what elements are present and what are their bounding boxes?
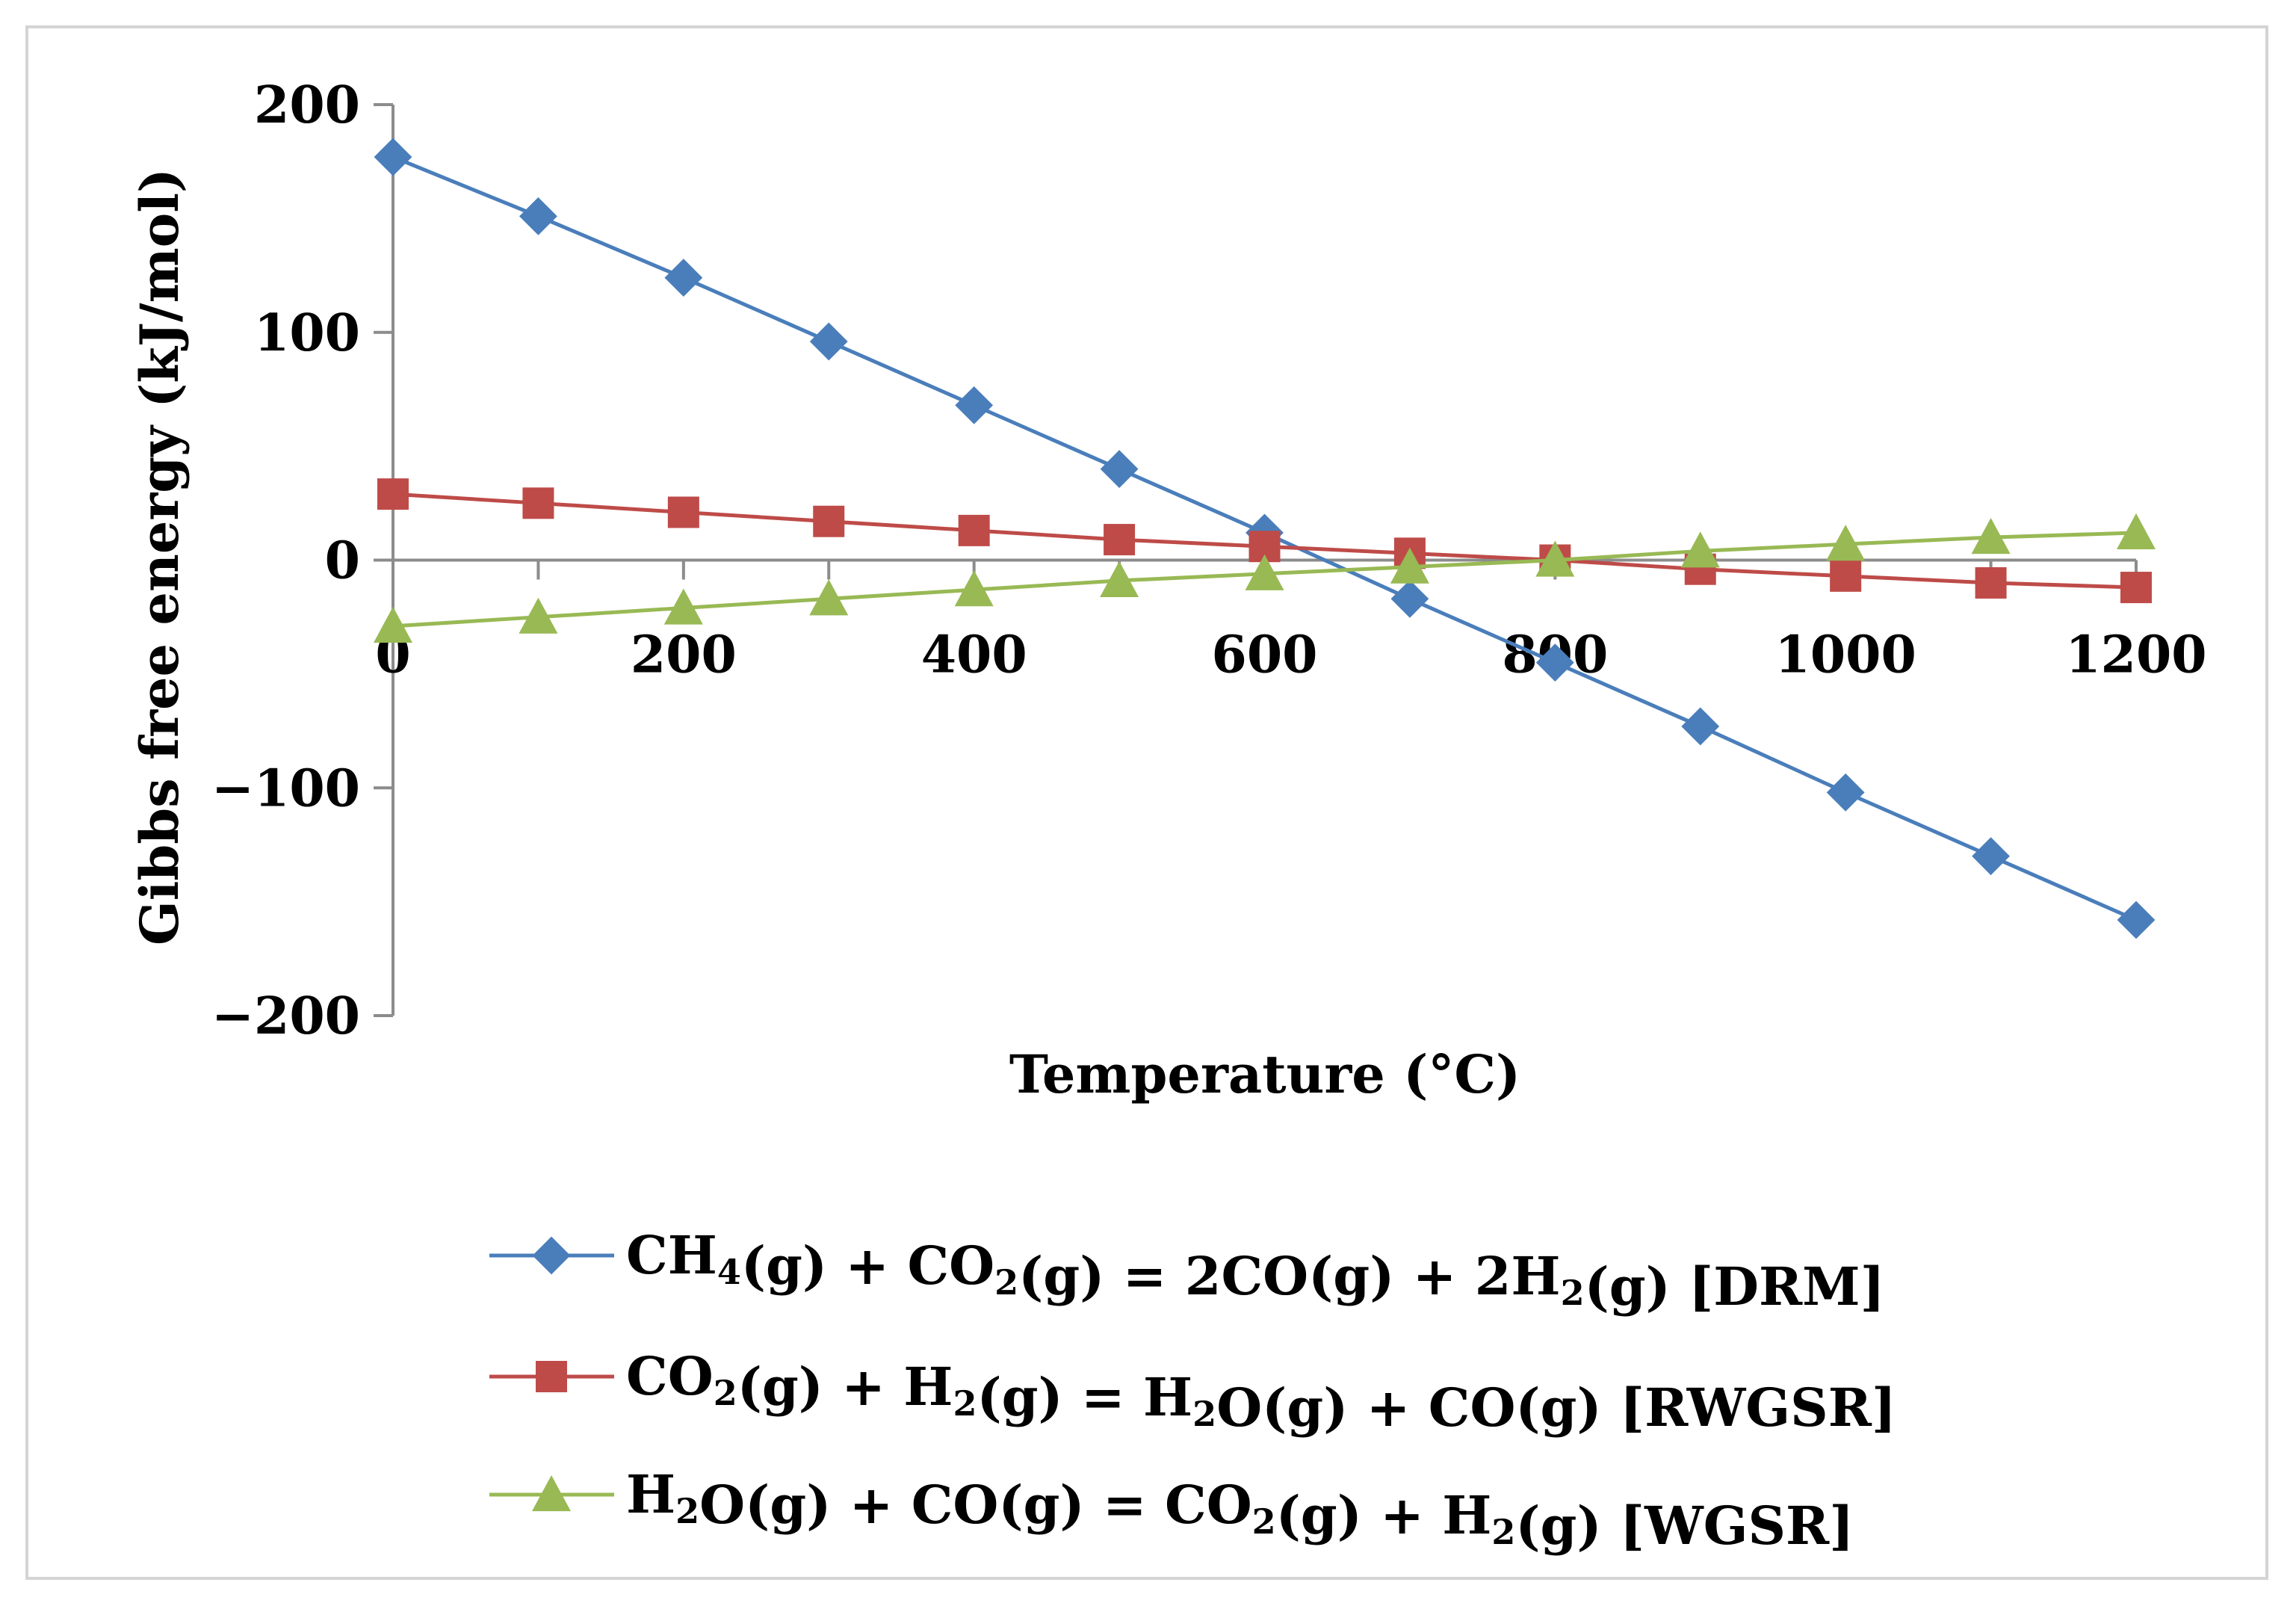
data-point-wgsr [954, 570, 994, 607]
legend-label-part: CO [626, 1345, 714, 1407]
legend-label-part: 2 [1252, 1501, 1276, 1542]
legend-label-part: (g) = 2CO(g) + 2H [1018, 1245, 1560, 1307]
data-point-rwgsr [2120, 572, 2152, 604]
data-point-drm [1535, 643, 1574, 682]
legend-item-drm: CH4(g) + CO2(g) = 2CO(g) + 2H2(g) [DRM] [489, 1224, 1885, 1318]
data-point-drm [1826, 773, 1865, 812]
legend-label-part: (g) [WGSR] [1515, 1495, 1854, 1557]
legend-label-part: 2 [675, 1491, 699, 1531]
data-point-drm [664, 259, 703, 297]
data-point-wgsr [1680, 531, 1720, 568]
data-point-wgsr [1100, 560, 1139, 598]
data-point-wgsr [519, 597, 558, 634]
chart-frame [25, 25, 2268, 1580]
data-point-wgsr [1245, 554, 1284, 590]
data-point-drm [1681, 707, 1720, 746]
y-axis-title: Gibbs free energy (kJ/mol) [129, 168, 191, 945]
legend-label-part: 2 [1192, 1394, 1216, 1434]
legend-item-wgsr: H2O(g) + CO(g) = CO2(g) + H2(g) [WGSR] [489, 1463, 1854, 1557]
legend-label-part: 4 [717, 1252, 741, 1292]
data-point-rwgsr [377, 478, 409, 510]
legend-label-part: (g) [DRM] [1585, 1256, 1885, 1318]
data-point-rwgsr [1975, 566, 2007, 599]
legend-label-part: CH [626, 1224, 717, 1286]
legend-label: H2O(g) + CO(g) = CO2(g) + H2(g) [WGSR] [626, 1463, 1854, 1557]
y-tick-label: −200 [211, 986, 360, 1046]
data-point-wgsr [1535, 540, 1575, 577]
data-point-wgsr [1971, 518, 2011, 555]
data-point-drm [1390, 579, 1429, 618]
legend-label: CH4(g) + CO2(g) = 2CO(g) + 2H2(g) [DRM] [626, 1224, 1885, 1318]
legend-marker [532, 1475, 571, 1512]
y-tick-label: 0 [325, 531, 360, 591]
data-point-rwgsr [667, 496, 699, 528]
legend-label-part: 2 [1561, 1273, 1585, 1313]
legend-marker [536, 1361, 567, 1392]
legend-label-part: (g) = H [977, 1366, 1192, 1428]
data-point-drm [1972, 837, 2010, 876]
data-point-drm [809, 322, 848, 361]
legend-label-part: 2 [714, 1373, 737, 1413]
legend-label-part: 2 [994, 1262, 1018, 1303]
legend: CH4(g) + CO2(g) = 2CO(g) + 2H2(g) [DRM]C… [489, 1224, 1896, 1557]
data-point-drm [519, 197, 557, 235]
data-point-wgsr [1826, 525, 1866, 561]
y-tick-label: 100 [254, 303, 360, 363]
x-tick-label: 200 [631, 626, 737, 685]
data-point-wgsr [374, 606, 412, 643]
data-point-rwgsr [522, 487, 554, 519]
legend-label-part: (g) + CO [741, 1235, 994, 1297]
data-point-rwgsr [1104, 524, 1136, 556]
x-tick-label: 400 [921, 626, 1027, 685]
x-axis-title: Temperature (°C) [1009, 1043, 1520, 1105]
series-rwgsr [377, 478, 2152, 604]
legend-label: CO2(g) + H2(g) = H2O(g) + CO(g) [RWGSR] [626, 1345, 1896, 1439]
data-point-drm [374, 138, 412, 176]
x-tick-label: 600 [1212, 626, 1318, 685]
data-point-wgsr [2117, 513, 2156, 550]
legend-marker [532, 1236, 571, 1275]
data-point-rwgsr [813, 505, 845, 537]
legend-item-rwgsr: CO2(g) + H2(g) = H2O(g) + CO(g) [RWGSR] [489, 1345, 1896, 1439]
data-point-rwgsr [1830, 560, 1862, 592]
legend-label-part: (g) + H [737, 1356, 953, 1418]
x-tick-label: 1000 [1775, 626, 1916, 685]
series-layer [374, 138, 2156, 939]
y-tick-label: −100 [211, 759, 360, 818]
legend-label-part: 2 [1491, 1512, 1515, 1552]
data-point-wgsr [809, 579, 849, 616]
series-wgsr [374, 513, 2156, 643]
data-point-rwgsr [958, 514, 990, 546]
legend-label-part: (g) + H [1276, 1484, 1492, 1546]
data-point-drm [1100, 450, 1139, 489]
y-tick-label: 200 [254, 75, 360, 135]
legend-label-part: 2 [953, 1383, 977, 1424]
x-tick-label: 1200 [2065, 626, 2206, 685]
data-point-wgsr [663, 588, 703, 625]
legend-label-part: H [626, 1463, 675, 1525]
legend-label-part: O(g) + CO(g) [RWGSR] [1216, 1377, 1896, 1439]
data-point-drm [955, 386, 994, 424]
data-point-wgsr [1390, 547, 1429, 584]
legend-label-part: O(g) + CO(g) = CO [699, 1474, 1252, 1536]
data-point-drm [2117, 901, 2156, 939]
